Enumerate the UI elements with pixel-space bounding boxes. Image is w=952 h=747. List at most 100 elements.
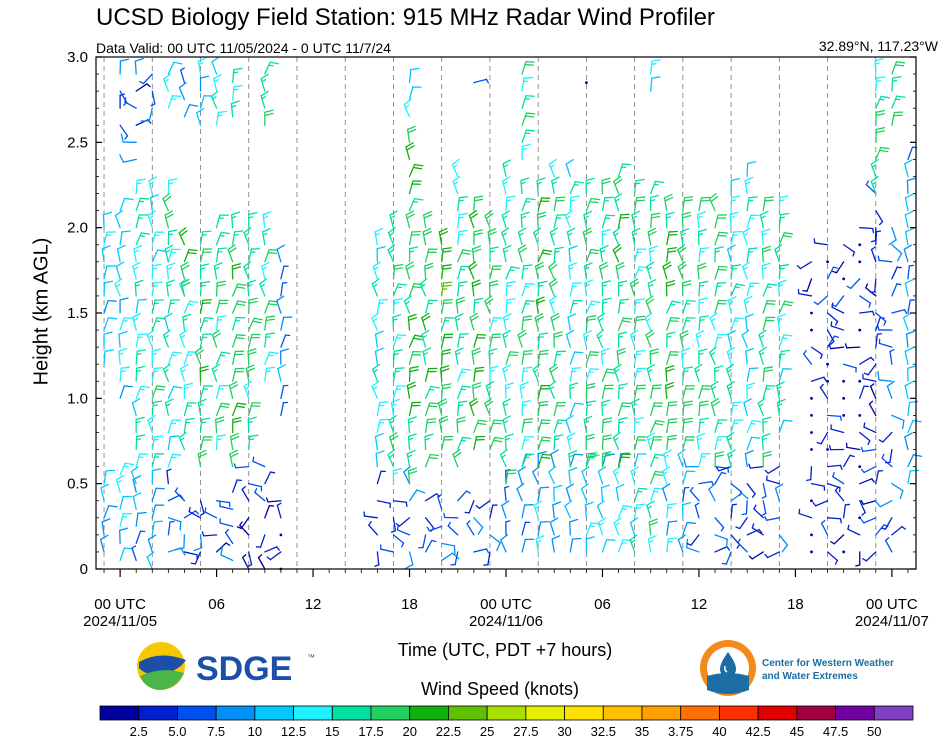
wind-barb (135, 333, 148, 348)
wind-barb (252, 456, 266, 468)
wind-barb (698, 417, 710, 434)
wind-barb (103, 299, 117, 314)
wind-barb (392, 297, 404, 314)
wind-barb (151, 487, 166, 502)
wind-barb (633, 503, 646, 519)
wind-barb (585, 433, 595, 451)
cw3e-logo: Center for Western Weather and Water Ext… (700, 640, 894, 696)
colorbar-label: 47.5 (823, 724, 848, 739)
wind-barb (151, 281, 163, 297)
wind-barb (714, 517, 725, 532)
wind-barb (248, 434, 259, 451)
wind-barb (600, 484, 610, 502)
x-tick-label: 00 UTC (866, 596, 918, 613)
wind-barb (437, 494, 443, 510)
wind-barb (537, 349, 549, 365)
wind-barb (615, 261, 625, 280)
wind-barb (500, 534, 508, 553)
wind-barb (826, 448, 829, 451)
wind-barb (862, 551, 877, 562)
wind-barb (566, 432, 576, 451)
wind-barb (232, 416, 242, 434)
wind-barb (521, 129, 536, 143)
wind-barb (447, 521, 459, 536)
wind-barb (662, 261, 672, 280)
wind-barb (199, 280, 211, 297)
wind-barb (826, 551, 839, 565)
wind-barb (374, 227, 384, 246)
wind-barb (650, 470, 665, 485)
wind-barb (228, 381, 239, 399)
wind-barb (802, 278, 813, 292)
wind-barb (178, 431, 187, 451)
wind-barb (162, 192, 172, 212)
wind-barb (232, 316, 246, 331)
wind-barb (103, 317, 118, 331)
wind-barb (666, 537, 678, 553)
wind-barb (473, 195, 484, 212)
wind-barb (188, 506, 202, 519)
wind-barb (875, 333, 883, 348)
wind-barb (135, 365, 146, 382)
wind-barb (119, 58, 130, 75)
wind-barb (537, 280, 548, 297)
wind-barb (737, 538, 748, 553)
wind-barb (471, 245, 482, 263)
wind-barb (407, 313, 418, 331)
wind-barb (407, 416, 417, 434)
wind-barb (746, 161, 757, 178)
wind-barb (842, 363, 857, 373)
wind-barb (646, 432, 656, 451)
wind-barb (677, 261, 687, 280)
wind-barb (517, 329, 527, 348)
wind-barb (441, 316, 455, 331)
wind-barb (666, 434, 677, 451)
wind-barb (694, 363, 703, 382)
wind-barb (891, 414, 905, 430)
wind-barb (473, 334, 487, 348)
wind-barb (521, 538, 535, 553)
wind-barb (569, 180, 585, 195)
wind-barb (201, 531, 218, 537)
wind-barb (424, 418, 437, 434)
wind-barb (682, 436, 695, 451)
wind-barb (521, 418, 534, 434)
wind-barb (681, 501, 692, 519)
wind-barb (633, 298, 645, 314)
wind-barb (553, 331, 563, 348)
wind-barb (584, 81, 588, 84)
wind-barb (830, 424, 845, 434)
wind-barb (631, 227, 641, 246)
wind-barb (372, 363, 381, 382)
wind-barb (374, 330, 384, 348)
wind-barb (424, 402, 439, 417)
wind-barb (521, 453, 535, 468)
wind-barb (135, 530, 146, 545)
wind-barb (679, 330, 689, 348)
wind-barb (488, 348, 498, 365)
wind-barb (457, 249, 472, 263)
wind-barb (199, 299, 212, 314)
wind-barb (175, 534, 186, 551)
wind-barb (859, 385, 869, 399)
wind-barb (119, 230, 131, 246)
wind-barb (457, 196, 469, 212)
wind-barb (224, 528, 234, 545)
wind-barb (744, 176, 754, 195)
wind-barb (650, 212, 661, 229)
wind-barb (726, 380, 735, 399)
wind-barb (686, 538, 700, 553)
wind-barb (537, 400, 549, 417)
wind-barb (103, 505, 118, 519)
wind-barb (146, 551, 155, 570)
wind-barb (516, 483, 525, 502)
wind-barb (725, 363, 734, 382)
wind-barb (197, 57, 207, 75)
wind-barb (537, 419, 551, 434)
wind-barb (698, 315, 710, 331)
colorbar-title: Wind Speed (knots) (420, 679, 580, 699)
wind-barb (408, 489, 426, 502)
wind-barb (392, 264, 404, 280)
y-tick-label: 3.0 (67, 49, 88, 66)
wind-barb (564, 210, 573, 229)
